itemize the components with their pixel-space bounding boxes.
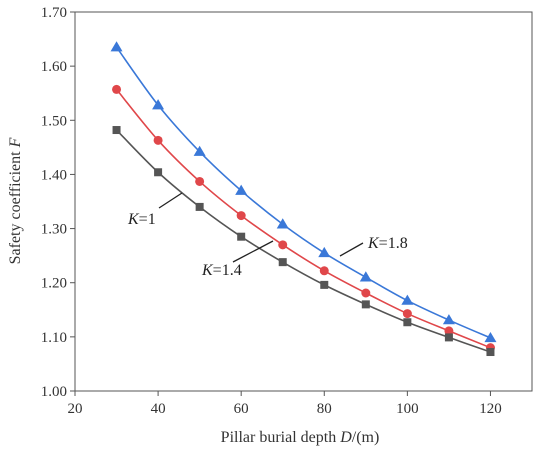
data-point-k-1-4 xyxy=(153,135,163,145)
data-point-k-1-8 xyxy=(110,41,123,52)
data-point-k-1-4 xyxy=(278,240,288,250)
y-tick-label: 1.10 xyxy=(41,330,67,346)
data-point-k-1-8 xyxy=(276,218,289,229)
data-point-k-1-8 xyxy=(484,331,497,343)
annotation-leader-line xyxy=(158,192,183,209)
x-tick-label: 80 xyxy=(317,401,332,417)
data-point-k-1-8 xyxy=(193,145,206,156)
y-tick-label: 1.70 xyxy=(41,5,67,21)
data-point-k-1 xyxy=(403,318,412,327)
data-point-k-1-4 xyxy=(402,309,412,319)
y-tick-label: 1.20 xyxy=(41,276,67,292)
x-tick-label: 40 xyxy=(151,401,166,417)
y-tick-label: 1.50 xyxy=(41,113,67,129)
y-tick-label: 1.40 xyxy=(41,167,67,183)
series-line-k-1-4 xyxy=(115,88,491,349)
x-axis-ticks: 20 40 60 80 100 120 xyxy=(68,391,502,417)
x-tick-label: 60 xyxy=(234,401,249,417)
y-axis-ticks: 1.00 1.10 1.20 1.30 1.40 1.50 1.60 1.70 xyxy=(41,5,75,400)
data-point-k-1-8 xyxy=(235,184,248,195)
data-point-k-1-4 xyxy=(195,176,205,186)
data-point-k-1-4 xyxy=(319,266,329,276)
data-point-k-1 xyxy=(112,126,121,135)
data-point-k-1-8 xyxy=(401,294,414,305)
data-point-k-1-4 xyxy=(112,84,122,94)
data-point-k-1 xyxy=(361,300,370,309)
series-line-k-1 xyxy=(115,129,491,353)
annotation-label: K=1 xyxy=(127,211,156,228)
annotation-layer: K=1K=1.4K=1.8 xyxy=(127,192,408,279)
data-point-k-1-8 xyxy=(152,99,165,110)
y-tick-label: 1.00 xyxy=(41,384,67,400)
data-point-k-1 xyxy=(154,168,163,177)
data-point-k-1 xyxy=(444,333,453,342)
annotation-leader-line xyxy=(339,242,364,257)
data-point-k-1-4 xyxy=(444,326,454,336)
data-point-k-1-8 xyxy=(318,246,331,258)
annotation-label: K=1.4 xyxy=(201,262,242,279)
annotation-label-italic: K xyxy=(127,211,140,228)
series-line-k-1-8 xyxy=(115,46,491,339)
annotation-label-value: =1.4 xyxy=(213,262,242,279)
data-point-k-1-4 xyxy=(361,288,371,298)
y-axis-title-text: Safety coefficient xyxy=(7,147,24,264)
annotation-leader-line xyxy=(232,240,274,263)
x-axis-title: Pillar burial depth D/(m) xyxy=(221,429,380,446)
x-tick-label: 100 xyxy=(396,401,419,417)
x-axis-title-italic: D xyxy=(339,429,352,446)
y-axis-title: Safety coefficient F xyxy=(7,137,24,264)
annotation-label-value: =1.8 xyxy=(379,235,408,252)
y-axis-title-italic: F xyxy=(7,137,24,148)
annotation-label-italic: K xyxy=(201,262,214,279)
annotation-label-value: =1 xyxy=(139,211,156,228)
y-tick-label: 1.30 xyxy=(41,222,67,238)
x-tick-label: 120 xyxy=(479,401,502,417)
x-axis-title-text: Pillar burial depth xyxy=(221,429,341,446)
data-point-k-1-4 xyxy=(236,211,246,221)
data-point-k-1 xyxy=(320,280,329,289)
data-point-k-1 xyxy=(195,202,204,211)
data-point-k-1-8 xyxy=(359,271,372,282)
annotation-label-italic: K xyxy=(367,235,380,252)
y-tick-label: 1.60 xyxy=(41,59,67,75)
annotation-label: K=1.8 xyxy=(367,235,408,252)
x-tick-label: 20 xyxy=(68,401,83,417)
data-point-k-1-8 xyxy=(442,314,455,325)
x-axis-title-unit: /(m) xyxy=(352,429,380,446)
data-point-k-1 xyxy=(237,232,246,241)
data-point-k-1 xyxy=(278,258,287,267)
data-point-k-1 xyxy=(486,348,495,357)
plot-frame xyxy=(74,11,533,392)
series-layer xyxy=(110,41,497,357)
